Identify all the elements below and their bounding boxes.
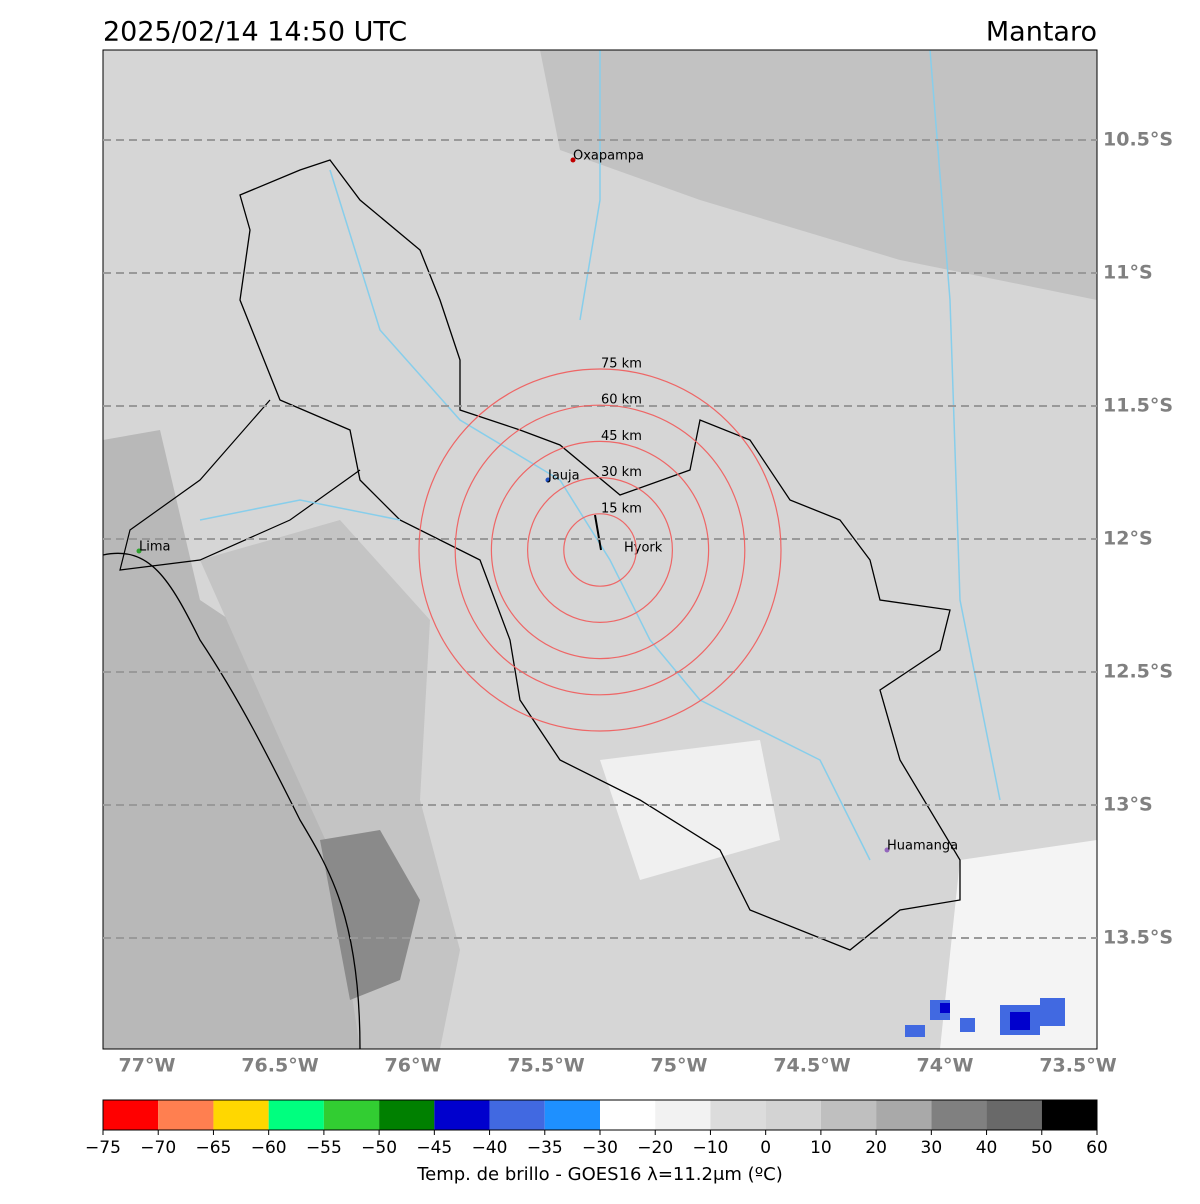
colorbar-tick-label: −20 [637,1138,673,1158]
colorbar-bin [323,1100,380,1130]
colorbar-tick-label: −60 [251,1138,287,1158]
city-label: Huamanga [887,839,958,854]
title: 2025/02/14 14:50 UTC [103,17,407,48]
city-label: Hyork [624,541,663,556]
colorbar-bin [213,1100,269,1130]
colorbar-tick-label: −50 [361,1138,397,1158]
colorbar-bin [600,1100,656,1130]
colorbar-tick-label: −65 [195,1138,231,1158]
colorbar-bin [158,1100,214,1130]
lon-label: 75°W [651,1055,708,1077]
colorbar-tick-label: −35 [527,1138,563,1158]
colorbar-tick-label: −10 [692,1138,728,1158]
ring-label: 30 km [601,465,642,480]
colorbar-bin [103,1100,159,1130]
lon-label: 76°W [385,1055,442,1077]
map [102,49,1098,1050]
city-label: Jauja [547,469,580,484]
colorbar-tick-label: −40 [472,1138,508,1158]
colorbar-tick-label: −30 [582,1138,618,1158]
lat-label: 11°S [1103,262,1153,284]
colorbar-tick-label: 50 [1031,1138,1053,1158]
region: Mantaro [986,17,1097,48]
range-ring [526,477,673,624]
range-ring [454,404,746,696]
ring-label: 45 km [601,429,642,444]
colorbar-bin [544,1100,600,1130]
lat-label: 13.5°S [1103,927,1173,949]
colorbar-bin [489,1100,545,1130]
colorbar-bin [986,1100,1042,1130]
colorbar-tick-label: −55 [306,1138,342,1158]
colorbar-tick-label: 20 [865,1138,887,1158]
lon-label: 74°W [917,1055,974,1077]
colorbar-tick-label: 30 [921,1138,943,1158]
colorbar-tick-label: 10 [810,1138,832,1158]
colorbar-tick-label: 40 [976,1138,998,1158]
city-dot [545,477,551,483]
lat-label: 10.5°S [1103,129,1173,151]
colorbar-bin [931,1100,987,1130]
lon-label: 73.5°W [1039,1055,1116,1077]
city-dot [884,847,890,853]
colorbar-label: Temp. de brillo - GOES16 λ=11.2μm (ºC) [416,1164,783,1185]
colorbar-bin [820,1100,877,1130]
colorbar-bin [268,1100,324,1130]
lon-label: 74.5°W [773,1055,850,1077]
colorbar-tick-label: 0 [760,1138,771,1158]
colorbar-tick-label: −45 [416,1138,452,1158]
colorbar-bin [1041,1100,1097,1130]
lon-label: 76.5°W [241,1055,318,1077]
lat-label: 12.5°S [1103,661,1173,683]
colorbar-bin [434,1100,490,1130]
ring-label: 75 km [601,357,642,372]
city-label: Oxapampa [573,149,644,164]
lat-label: 12°S [1103,528,1153,550]
lat-label: 13°S [1103,794,1153,816]
colorbar-bin [765,1100,821,1130]
colorbar-bin [379,1100,435,1130]
lon-label: 75.5°W [507,1055,584,1077]
city-dot [570,157,576,163]
colorbar-tick-label: −70 [140,1138,176,1158]
colorbar-bin [710,1100,766,1130]
colorbar-bin [655,1100,711,1130]
colorbar-tick-label: −75 [85,1138,121,1158]
city-dot [136,548,142,554]
lon-label: 77°W [119,1055,176,1077]
range-ring [563,513,637,587]
ring-label: 15 km [601,501,642,516]
colorbar-bin [876,1100,932,1130]
range-ring [490,440,710,660]
colorbar-tick-label: 60 [1086,1138,1108,1158]
lat-label: 11.5°S [1103,395,1173,417]
ring-label: 60 km [601,393,642,408]
range-ring [418,368,782,732]
city-label: Lima [139,540,170,555]
